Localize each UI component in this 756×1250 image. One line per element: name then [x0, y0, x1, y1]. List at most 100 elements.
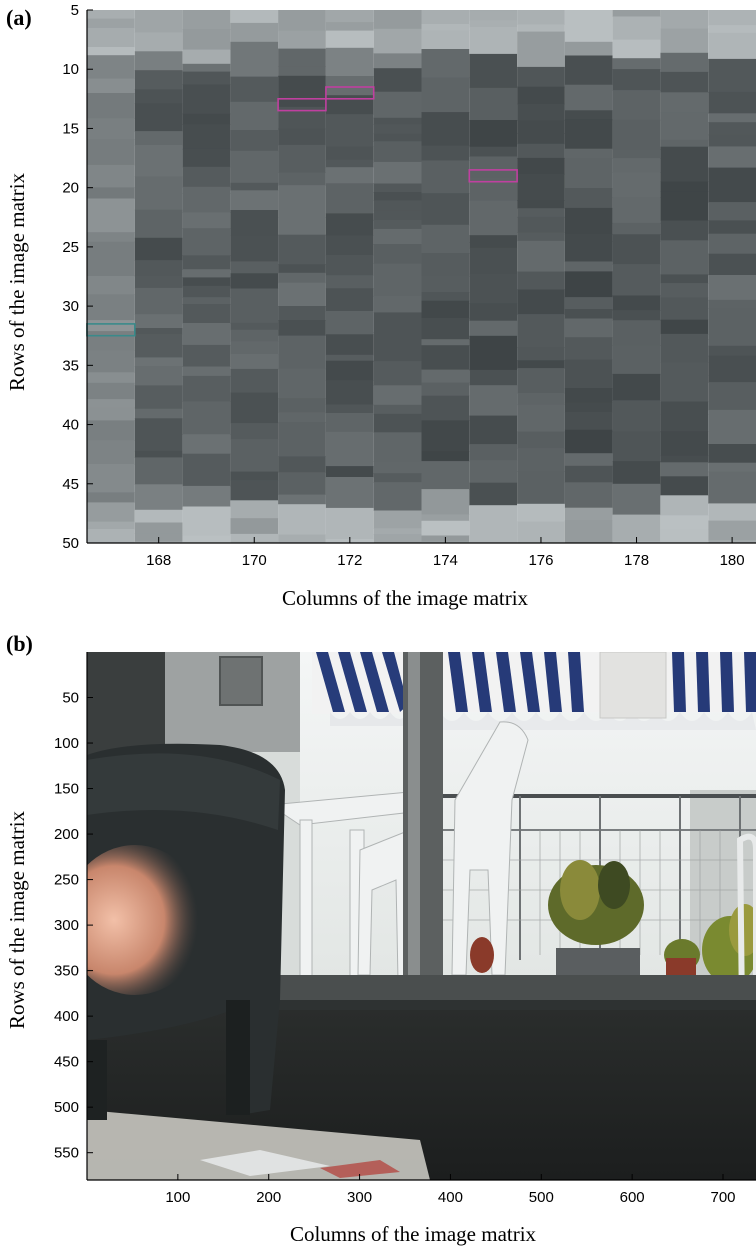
heatmap-cell — [230, 101, 279, 131]
heatmap-cell — [469, 200, 518, 236]
heatmap-cell — [373, 404, 422, 415]
heatmap-cell — [421, 369, 470, 384]
heatmap-cell — [564, 318, 613, 338]
heatmap-cell — [660, 139, 709, 148]
heatmap-cell — [325, 311, 374, 335]
heatmap-cell — [325, 183, 374, 214]
x-tick-label: 300 — [347, 1189, 372, 1206]
heatmap-cell — [612, 197, 661, 224]
y-tick-label: 250 — [54, 872, 79, 889]
heatmap-cell — [421, 520, 470, 536]
heatmap-cell — [325, 10, 374, 23]
heatmap-cell — [87, 27, 135, 48]
heatmap-cell — [469, 369, 518, 386]
heatmap-cell — [421, 242, 470, 254]
heatmap-cell — [325, 466, 374, 478]
heatmap-cell — [517, 240, 565, 273]
heatmap-cell — [469, 156, 518, 178]
heatmap-cell — [612, 172, 661, 198]
armchair — [87, 743, 285, 1120]
heatmap-cell — [564, 188, 613, 209]
heatmap-cell — [517, 120, 565, 134]
panel-a-x-label: Columns of the image matrix — [282, 586, 529, 610]
y-tick-label: 300 — [54, 917, 79, 934]
heatmap-cell — [517, 157, 565, 175]
heatmap-cell — [421, 145, 470, 161]
heatmap-cell — [182, 193, 231, 213]
heatmap-cell — [325, 413, 374, 433]
heatmap-cell — [373, 10, 422, 30]
heatmap-cell — [708, 339, 756, 347]
heatmap-cell — [421, 160, 470, 194]
heatmap-cell — [373, 332, 422, 362]
heatmap-cell — [134, 418, 183, 452]
heatmap-cell — [469, 20, 518, 28]
heatmap-cell — [517, 216, 565, 233]
heatmap-cell — [660, 495, 709, 516]
y-tick-label: 30 — [62, 298, 79, 315]
heatmap-cell — [564, 207, 613, 235]
heatmap-cell — [469, 235, 518, 249]
heatmap-cell — [660, 181, 709, 192]
y-tick-label: 40 — [62, 417, 79, 434]
heatmap-cell — [134, 103, 183, 132]
heatmap-cell — [230, 341, 279, 355]
heatmap-cell — [421, 382, 470, 397]
y-tick-label: 350 — [54, 963, 79, 980]
heatmap-cell — [660, 297, 709, 321]
x-tick-label: 178 — [624, 552, 649, 569]
heatmap-cell — [373, 200, 422, 212]
heatmap-cell — [660, 71, 709, 93]
heatmap-cell — [564, 359, 613, 389]
heatmap-cell — [708, 444, 756, 464]
heatmap-cell — [134, 408, 183, 419]
heatmap-cell — [660, 362, 709, 376]
heatmap-cell — [230, 392, 279, 424]
heatmap-cell — [230, 368, 279, 394]
heatmap-cell — [134, 237, 183, 261]
heatmap-cell — [230, 288, 279, 324]
heatmap-cell — [708, 299, 756, 309]
x-tick-label: 180 — [720, 552, 745, 569]
y-tick-label: 550 — [54, 1145, 79, 1162]
heatmap-cell — [708, 503, 756, 522]
heatmap-cell — [660, 283, 709, 299]
heatmap-cell — [612, 345, 661, 375]
heatmap-cell — [517, 347, 565, 361]
heatmap-cell — [708, 253, 756, 276]
heatmap-cell — [660, 191, 709, 221]
heatmap-cell — [182, 269, 231, 278]
heatmap-cell — [278, 335, 326, 370]
heatmap-cell — [708, 202, 756, 221]
heatmap-cell — [564, 309, 613, 319]
heatmap-cell — [278, 320, 326, 336]
panel-a-y-label: Rows of the image matrix — [5, 172, 29, 391]
heatmap-cell — [325, 47, 374, 77]
y-tick-label: 100 — [54, 735, 79, 752]
heatmap-cell — [373, 161, 422, 184]
heatmap-cell — [564, 119, 613, 150]
heatmap-cell — [134, 145, 183, 177]
heatmap-cell — [517, 448, 565, 472]
heatmap-cell — [182, 113, 231, 125]
heatmap-cell — [373, 192, 422, 201]
heatmap-cell — [87, 331, 135, 351]
heatmap-cell — [134, 89, 183, 104]
heatmap-cell — [87, 529, 135, 543]
heatmap-cell — [87, 502, 135, 523]
heatmap-cell — [230, 190, 279, 211]
heatmap-cell — [325, 22, 374, 32]
heatmap-cell — [564, 41, 613, 57]
heatmap-cell — [421, 253, 470, 277]
heatmap-cell — [134, 484, 183, 511]
heatmap-cell — [182, 297, 231, 305]
heatmap-cell — [612, 241, 661, 265]
x-tick-label: 600 — [620, 1189, 645, 1206]
heatmap-cell — [421, 395, 470, 421]
heatmap-cell — [517, 314, 565, 348]
x-tick-label: 200 — [256, 1189, 281, 1206]
panel-b-y-label: Rows of the image matrix — [5, 810, 29, 1029]
heatmap-cell — [278, 66, 326, 77]
heatmap-cell — [230, 182, 279, 191]
